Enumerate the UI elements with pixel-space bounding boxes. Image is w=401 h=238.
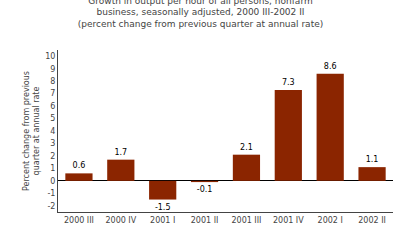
svg-text:8.6: 8.6	[324, 62, 337, 71]
svg-text:2: 2	[50, 152, 55, 161]
svg-text:2002 II: 2002 II	[358, 216, 386, 225]
svg-text:4: 4	[50, 127, 55, 136]
svg-text:5: 5	[50, 114, 55, 123]
svg-text:-0.1: -0.1	[197, 185, 213, 194]
svg-text:2.1: 2.1	[240, 143, 253, 152]
svg-text:Percent change from previousqu: Percent change from previousquarter at a…	[22, 71, 41, 191]
svg-text:9: 9	[50, 64, 55, 73]
svg-text:8: 8	[50, 77, 55, 86]
svg-text:2001 IV: 2001 IV	[273, 216, 304, 225]
svg-text:-1: -1	[47, 189, 55, 198]
svg-text:2001 II: 2001 II	[191, 216, 219, 225]
svg-text:3: 3	[50, 139, 55, 148]
svg-text:7: 7	[50, 89, 55, 98]
svg-text:7.3: 7.3	[282, 78, 295, 87]
svg-text:1.7: 1.7	[114, 148, 127, 157]
svg-text:6: 6	[50, 102, 55, 111]
svg-text:1: 1	[50, 164, 55, 173]
svg-text:0.6: 0.6	[73, 161, 86, 170]
svg-text:2000 III: 2000 III	[64, 216, 94, 225]
svg-text:2000 IV: 2000 IV	[105, 216, 136, 225]
svg-text:2001 I: 2001 I	[150, 216, 175, 225]
svg-text:2002 I: 2002 I	[318, 216, 343, 225]
svg-text:10: 10	[45, 52, 55, 61]
svg-text:Growth in output per hour of a: Growth in output per hour of all persons…	[78, 0, 323, 29]
svg-text:0: 0	[50, 177, 55, 186]
svg-text:-1.5: -1.5	[155, 203, 171, 212]
svg-text:-2: -2	[47, 202, 55, 211]
svg-text:2001 III: 2001 III	[231, 216, 261, 225]
svg-text:1.1: 1.1	[366, 155, 379, 164]
